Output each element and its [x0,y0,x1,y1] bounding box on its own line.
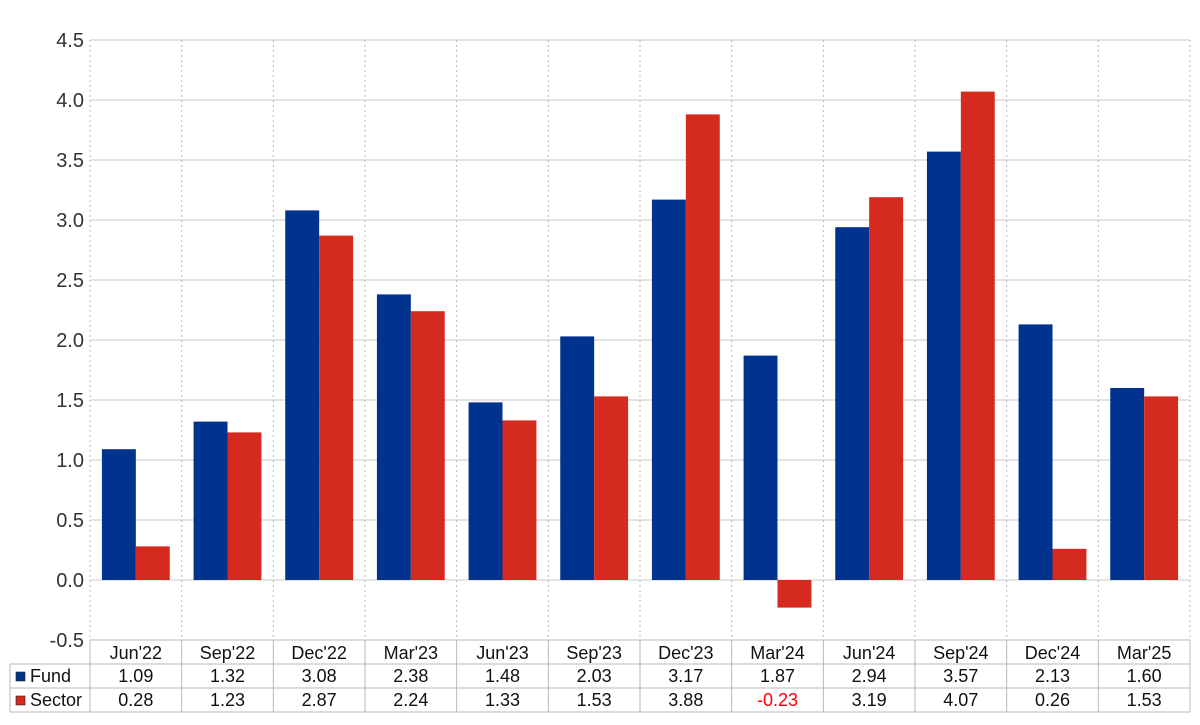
data-label-fund: 1.60 [1127,666,1162,686]
bar-fund [376,294,411,580]
category-label: Mar'24 [750,643,804,663]
data-label-sector: 4.07 [943,690,978,710]
bar-sector [319,235,354,580]
legend-label-fund: Fund [30,666,71,686]
bar-sector [594,396,629,580]
bar-fund [468,402,503,580]
data-label-fund: 1.48 [485,666,520,686]
y-tick-label: 0.0 [56,570,84,592]
bar-sector [960,91,995,580]
legend-label-sector: Sector [30,690,82,710]
category-label: Mar'25 [1117,643,1171,663]
y-tick-label: 4.5 [56,30,84,52]
bar-fund [743,355,778,580]
bar-sector [685,114,720,581]
legend-swatch-fund [15,671,26,682]
bar-sector [135,546,170,580]
category-label: Jun'23 [476,643,528,663]
data-label-sector: 1.23 [210,690,245,710]
category-label: Dec'24 [1025,643,1080,663]
data-label-fund: 3.57 [943,666,978,686]
y-tick-label: 2.5 [56,270,84,292]
data-label-fund: 2.13 [1035,666,1070,686]
data-label-sector: 0.26 [1035,690,1070,710]
data-label-sector: 3.19 [852,690,887,710]
y-tick-label: 3.5 [56,150,84,172]
bar-sector [502,420,537,580]
data-label-fund: 1.87 [760,666,795,686]
data-label-fund: 3.08 [302,666,337,686]
category-label: Dec'22 [291,643,346,663]
category-label: Sep'24 [933,643,989,663]
data-label-sector: 2.24 [393,690,428,710]
bar-sector [869,197,904,580]
bar-sector [227,432,262,580]
bar-fund [835,227,870,580]
bar-fund [193,421,228,580]
y-tick-label: 1.0 [56,450,84,472]
data-label-fund: 2.03 [577,666,612,686]
data-label-sector: 1.53 [577,690,612,710]
data-label-sector: 2.87 [302,690,337,710]
category-label: Mar'23 [384,643,438,663]
bar-sector [1144,396,1179,580]
data-label-sector: -0.23 [757,690,798,710]
bar-fund [560,336,595,580]
bar-fund [1018,324,1053,580]
data-label-fund: 1.32 [210,666,245,686]
data-label-sector: 0.28 [118,690,153,710]
data-label-fund: 1.09 [118,666,153,686]
data-label-fund: 2.94 [852,666,887,686]
bar-sector [1052,548,1087,580]
y-tick-label: 4.0 [56,90,84,112]
category-label: Jun'22 [110,643,162,663]
y-tick-label: 2.0 [56,330,84,352]
legend-swatch-sector [15,695,26,706]
bar-fund [285,210,320,580]
bar-sector [410,311,445,580]
category-label: Sep'22 [200,643,256,663]
data-label-sector: 1.33 [485,690,520,710]
bar-fund [101,449,136,580]
bar-fund [926,151,961,580]
data-label-sector: 3.88 [668,690,703,710]
bar-fund [1110,388,1145,580]
y-tick-label: -0.5 [50,630,84,652]
bar-fund [651,199,686,580]
category-label: Jun'24 [843,643,895,663]
data-label-fund: 3.17 [668,666,703,686]
category-label: Dec'23 [658,643,713,663]
data-label-fund: 2.38 [393,666,428,686]
bar-sector [777,580,812,608]
y-tick-label: 3.0 [56,210,84,232]
data-label-sector: 1.53 [1127,690,1162,710]
y-tick-label: 0.5 [56,510,84,532]
y-tick-label: 1.5 [56,390,84,412]
category-label: Sep'23 [566,643,622,663]
